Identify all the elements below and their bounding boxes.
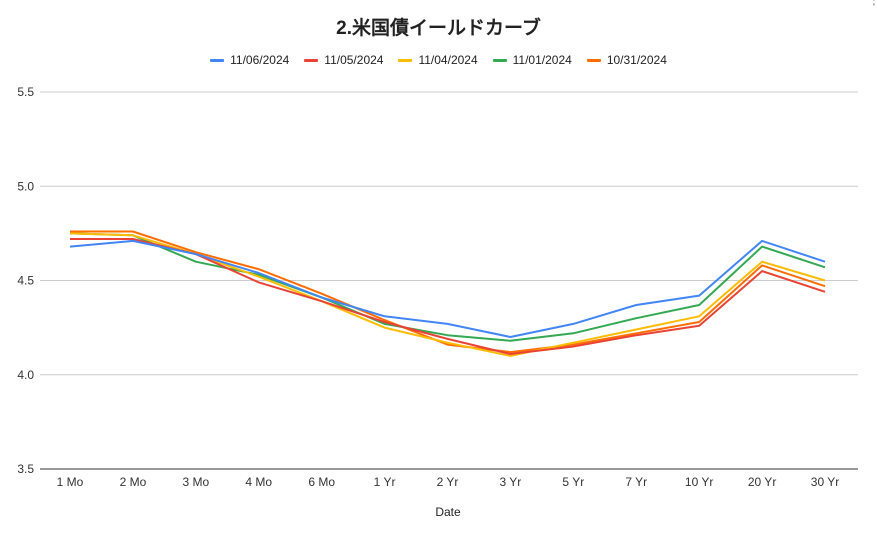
y-axis-ticks: 3.5 4.0 4.5 5.0 5.5 xyxy=(17,85,34,476)
y-tick-label: 5.5 xyxy=(17,85,34,99)
series-line-1[interactable] xyxy=(69,239,826,338)
legend-swatch-1 xyxy=(210,58,225,62)
y-tick-label: 5.0 xyxy=(17,179,34,193)
legend-item-1[interactable]: 11/06/2024 xyxy=(210,53,289,67)
legend-swatch-2 xyxy=(304,58,319,62)
legend-swatch-5 xyxy=(586,58,601,62)
x-tick-label: 5 Yr xyxy=(562,475,584,489)
legend-label: 11/06/2024 xyxy=(230,53,290,67)
legend-label: 10/31/2024 xyxy=(606,53,667,67)
gridlines xyxy=(40,91,858,470)
x-tick-label: 2 Yr xyxy=(437,475,459,489)
y-tick-label: 4.5 xyxy=(17,274,34,288)
chart-title: 2.米国債イールドカーブ xyxy=(336,18,541,39)
x-tick-label: 30 Yr xyxy=(811,475,839,489)
legend-item-4[interactable]: 11/01/2024 xyxy=(492,53,572,67)
x-tick-label: 1 Mo xyxy=(57,475,84,489)
x-tick-label: 10 Yr xyxy=(685,475,713,489)
legend-swatch-4 xyxy=(492,58,507,62)
y-tick-label: 3.5 xyxy=(17,462,34,476)
x-tick-label: 1 Yr xyxy=(374,475,396,489)
legend: 11/06/2024 11/05/2024 11/04/2024 11/01/2… xyxy=(0,53,877,67)
legend-item-2[interactable]: 11/05/2024 xyxy=(304,53,383,67)
x-tick-label: 3 Yr xyxy=(500,475,522,489)
legend-item-3[interactable]: 11/04/2024 xyxy=(398,53,478,67)
y-tick-label: 4.0 xyxy=(17,368,34,382)
x-axis-ticks: 1 Mo 2 Mo 3 Mo 4 Mo 6 Mo 1 Yr 2 Yr 3 Yr 5 Yr 7 Yr… xyxy=(57,475,840,489)
legend-label: 11/04/2024 xyxy=(418,53,478,67)
x-axis-title: Date xyxy=(435,505,461,519)
x-tick-label: 7 Yr xyxy=(625,475,647,489)
legend-label: 11/01/2024 xyxy=(512,53,572,67)
legend-swatch-3 xyxy=(398,58,413,62)
series-lines xyxy=(69,230,826,357)
x-tick-label: 3 Mo xyxy=(182,475,209,489)
x-tick-label: 4 Mo xyxy=(245,475,272,489)
legend-item-5[interactable]: 10/31/2024 xyxy=(586,53,667,67)
x-tick-label: 6 Mo xyxy=(308,475,335,489)
series-line-4[interactable] xyxy=(69,232,826,342)
legend-label: 11/05/2024 xyxy=(324,53,384,67)
x-tick-label: 2 Mo xyxy=(120,475,147,489)
x-tick-label: 20 Yr xyxy=(748,475,776,489)
series-line-5[interactable] xyxy=(70,230,826,354)
